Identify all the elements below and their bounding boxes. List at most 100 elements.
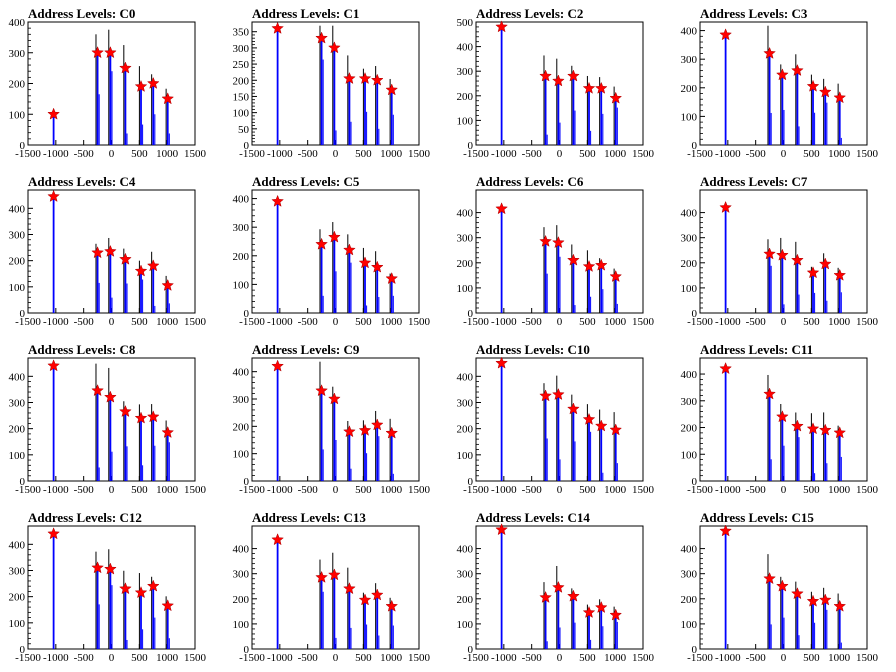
level-marker [806, 594, 820, 607]
x-tick-label: -1000 [267, 316, 293, 328]
x-tick-label: 1000 [380, 148, 403, 160]
chart-panel: Address Levels: C10 0 100 200 300 400 -1500 -10… [457, 342, 655, 496]
x-tick-label: 500 [803, 484, 820, 496]
x-tick-label: 1000 [380, 484, 403, 496]
level-marker [719, 200, 732, 213]
level-marker [91, 561, 104, 574]
x-tick-label: 1500 [408, 652, 431, 664]
x-tick-label: -500 [746, 484, 767, 496]
level-marker [806, 266, 820, 279]
chart-title: Address Levels: C7 [700, 174, 808, 189]
x-tick-label: 500 [579, 316, 596, 328]
x-tick-label: -1500 [687, 148, 713, 160]
y-tick-label: 100 [681, 449, 698, 461]
x-tick-label: -1000 [715, 148, 741, 160]
x-tick-label: 500 [355, 484, 372, 496]
level-marker [719, 362, 732, 375]
x-tick-label: 1000 [604, 652, 627, 664]
level-marker [582, 412, 596, 425]
y-tick-label: 0 [20, 140, 26, 152]
x-tick-label: -500 [74, 316, 95, 328]
x-tick-label: 1500 [856, 652, 879, 664]
x-tick-label: -500 [746, 148, 767, 160]
level-marker [328, 230, 341, 243]
y-tick-label: 300 [9, 397, 26, 409]
level-marker [119, 61, 132, 74]
level-marker [146, 579, 160, 592]
y-tick-label: 200 [457, 91, 474, 103]
level-marker [271, 194, 284, 207]
level-marker [552, 236, 565, 249]
level-marker [358, 593, 372, 606]
y-tick-label: 400 [233, 194, 250, 206]
level-marker [370, 588, 384, 601]
x-tick-label: -1500 [687, 652, 713, 664]
x-tick-label: -500 [522, 652, 543, 664]
level-marker [594, 600, 608, 613]
level-marker [271, 21, 284, 34]
y-tick-label: 400 [457, 208, 474, 220]
x-tick-label: -1000 [43, 148, 69, 160]
level-marker [806, 422, 820, 435]
x-tick-label: 500 [131, 316, 148, 328]
y-tick-label: 100 [457, 619, 474, 631]
x-tick-label: 0 [781, 148, 787, 160]
level-marker [328, 41, 341, 54]
level-marker [719, 524, 732, 537]
y-tick-label: 150 [233, 91, 250, 103]
y-tick-label: 400 [9, 539, 26, 551]
x-tick-label: -500 [74, 652, 95, 664]
y-tick-label: 200 [457, 594, 474, 606]
x-tick-label: -1000 [491, 484, 517, 496]
y-tick-label: 100 [9, 618, 26, 630]
y-tick-label: 200 [457, 258, 474, 270]
x-tick-label: 500 [355, 148, 372, 160]
level-marker [539, 69, 552, 82]
y-tick-label: 300 [233, 222, 250, 234]
level-marker [495, 202, 508, 215]
level-marker [104, 244, 117, 257]
level-marker [609, 423, 623, 436]
chart-panel: Address Levels: C7 0 100 200 300 400 -1500 -100… [681, 174, 879, 328]
x-tick-label: 1000 [828, 316, 851, 328]
x-tick-label: -1500 [239, 316, 265, 328]
level-marker [119, 582, 132, 595]
chart-title: Address Levels: C12 [28, 510, 142, 525]
y-tick-label: 300 [457, 233, 474, 245]
level-marker [495, 20, 508, 33]
level-marker [791, 587, 804, 600]
x-tick-label: -500 [74, 148, 95, 160]
y-tick-label: 100 [9, 450, 26, 462]
y-tick-label: 300 [681, 54, 698, 66]
x-tick-label: 0 [333, 316, 339, 328]
y-tick-label: 100 [9, 282, 26, 294]
level-marker [119, 404, 132, 418]
y-tick-label: 300 [681, 233, 698, 245]
chart-panel: Address Levels: C3 0 100 200 300 400 -1500 -100… [681, 6, 879, 160]
y-tick-label: 300 [233, 394, 250, 406]
y-tick-label: 0 [468, 308, 474, 320]
chart-title: Address Levels: C0 [28, 6, 135, 21]
y-tick-label: 300 [457, 66, 474, 78]
y-tick-label: 200 [457, 424, 474, 436]
level-marker [763, 247, 776, 260]
y-tick-label: 0 [244, 140, 250, 152]
chart-title: Address Levels: C8 [28, 342, 136, 357]
chart-panel: Address Levels: C20100200300400500-1500-… [457, 6, 655, 160]
x-tick-label: -500 [298, 652, 319, 664]
x-tick-label: 500 [355, 652, 372, 664]
level-marker [146, 76, 160, 89]
y-tick-label: 200 [681, 83, 698, 95]
level-marker [552, 580, 565, 593]
x-tick-label: 500 [803, 316, 820, 328]
x-tick-label: 0 [781, 316, 787, 328]
x-tick-label: -1500 [15, 652, 41, 664]
x-tick-label: -1500 [463, 148, 489, 160]
y-tick-label: 100 [233, 449, 250, 461]
chart-title: Address Levels: C4 [28, 174, 136, 189]
y-tick-label: 0 [244, 476, 250, 488]
chart-title: Address Levels: C13 [252, 510, 366, 525]
level-marker [719, 28, 732, 41]
x-tick-label: 1000 [380, 652, 403, 664]
y-tick-label: 100 [681, 619, 698, 631]
